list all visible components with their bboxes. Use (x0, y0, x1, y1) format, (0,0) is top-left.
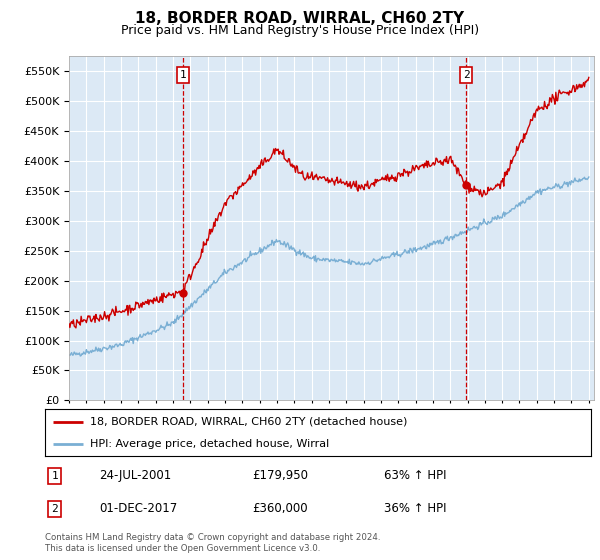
Text: 36% ↑ HPI: 36% ↑ HPI (383, 502, 446, 515)
Text: £179,950: £179,950 (253, 469, 308, 482)
Text: 18, BORDER ROAD, WIRRAL, CH60 2TY: 18, BORDER ROAD, WIRRAL, CH60 2TY (136, 11, 464, 26)
Text: £360,000: £360,000 (253, 502, 308, 515)
Text: HPI: Average price, detached house, Wirral: HPI: Average price, detached house, Wirr… (90, 438, 329, 449)
Text: 2: 2 (52, 503, 58, 514)
Text: 24-JUL-2001: 24-JUL-2001 (100, 469, 172, 482)
Text: 18, BORDER ROAD, WIRRAL, CH60 2TY (detached house): 18, BORDER ROAD, WIRRAL, CH60 2TY (detac… (90, 417, 407, 427)
Text: 2: 2 (463, 70, 470, 80)
Text: 63% ↑ HPI: 63% ↑ HPI (383, 469, 446, 482)
Text: 01-DEC-2017: 01-DEC-2017 (100, 502, 178, 515)
Text: 1: 1 (52, 471, 58, 481)
Text: Contains HM Land Registry data © Crown copyright and database right 2024.
This d: Contains HM Land Registry data © Crown c… (45, 533, 380, 553)
Text: Price paid vs. HM Land Registry's House Price Index (HPI): Price paid vs. HM Land Registry's House … (121, 24, 479, 36)
Text: 1: 1 (179, 70, 186, 80)
